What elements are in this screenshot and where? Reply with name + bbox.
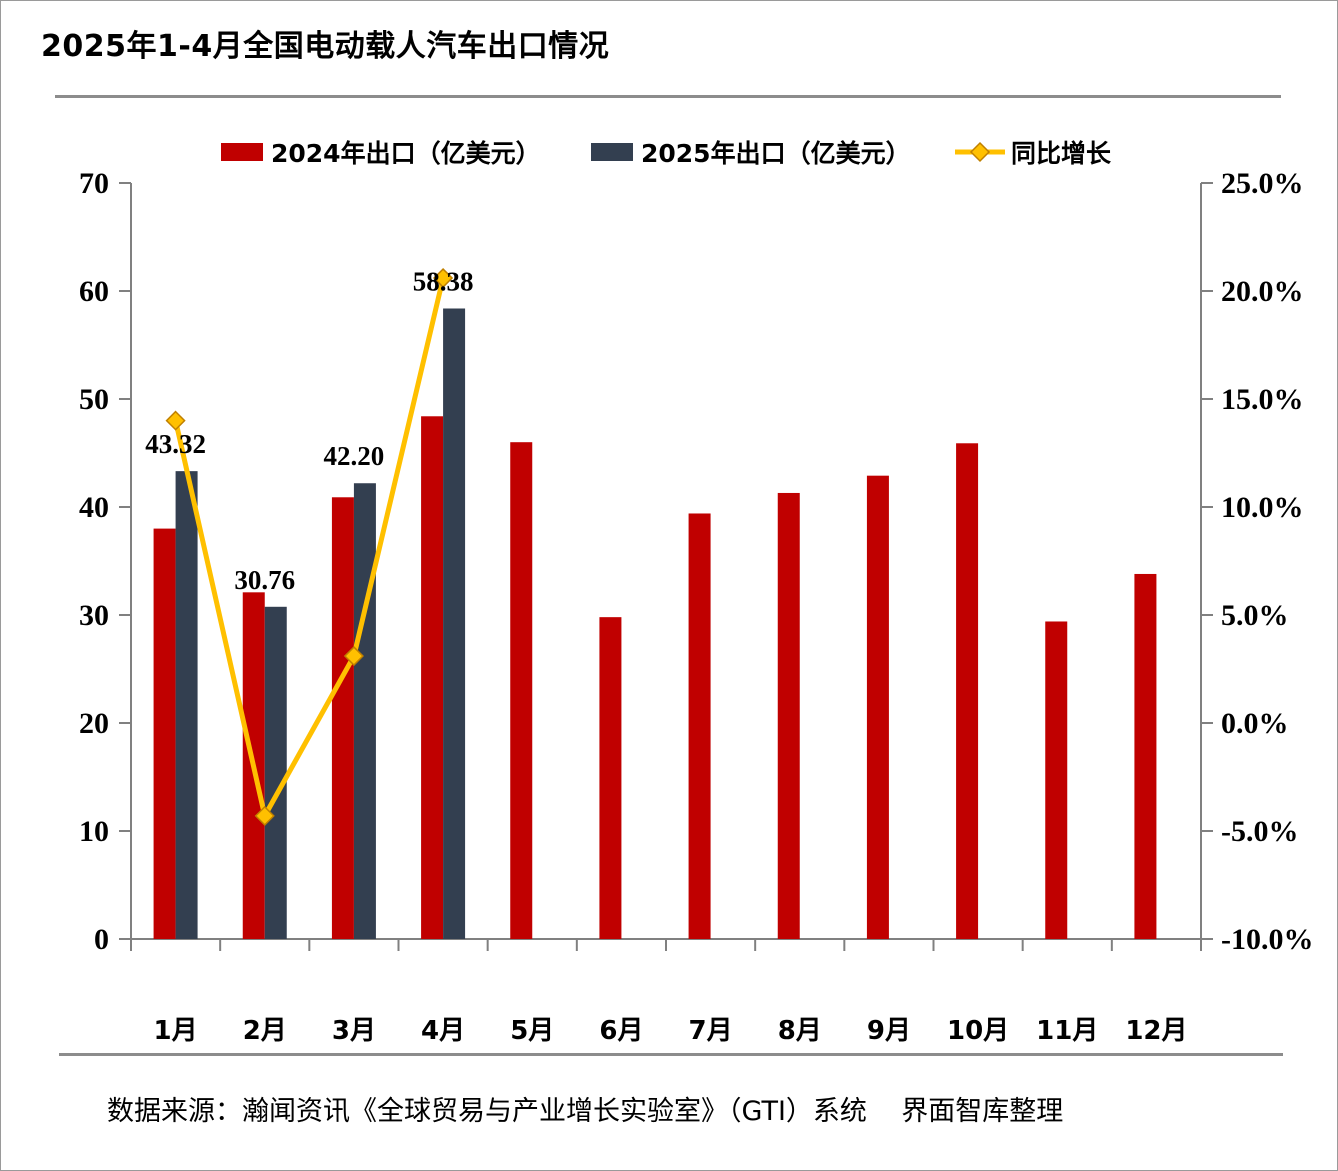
left-tick-label: 60 — [79, 275, 109, 308]
left-tick-label: 20 — [79, 707, 109, 740]
x-tick-label: 9月 — [867, 1016, 911, 1046]
left-tick-label: 30 — [79, 599, 109, 632]
right-tick-label: 20.0% — [1221, 275, 1304, 308]
bar-2024 — [866, 475, 889, 939]
left-tick-label: 10 — [79, 815, 109, 848]
x-tick-label: 2月 — [243, 1016, 287, 1046]
right-tick-label: 10.0% — [1221, 491, 1304, 524]
bar-2025 — [264, 606, 287, 939]
growth-polyline — [173, 277, 446, 819]
growth-marker — [165, 410, 186, 431]
x-tick-label: 3月 — [332, 1016, 376, 1046]
x-tick-label: 12月 — [1125, 1016, 1187, 1046]
left-tick-label: 0 — [94, 923, 109, 956]
bar-2024 — [1134, 573, 1157, 939]
bar-2024 — [688, 513, 711, 939]
bars — [153, 308, 1157, 940]
source-note: 数据来源：瀚闻资讯《全球贸易与产业增长实验室》（GTI）系统 界面智库整理 — [107, 1096, 1064, 1127]
right-tick-label: 15.0% — [1221, 383, 1304, 416]
left-tick-label: 40 — [79, 491, 109, 524]
bar-2024 — [510, 442, 533, 939]
data-label-2025: 43.32 — [145, 429, 206, 459]
bar-2024 — [331, 497, 354, 939]
axes: 0 10 20 30 40 50 60 70 -10.0% -5.0% 0.0% 5.0% 10.0% 1… — [79, 167, 1314, 1046]
growth-line — [165, 267, 454, 826]
x-tick-label: 5月 — [510, 1016, 554, 1046]
right-tick-label: 0.0% — [1221, 707, 1289, 740]
data-label-2025: 58.38 — [413, 266, 474, 296]
right-tick-label: 25.0% — [1221, 167, 1304, 200]
x-tick-label: 8月 — [778, 1016, 822, 1046]
legend-swatch — [591, 143, 633, 161]
growth-marker — [254, 805, 275, 826]
bar-2025 — [175, 471, 198, 939]
growth-marker — [343, 645, 364, 667]
data-label-2025: 42.20 — [324, 441, 385, 471]
x-tick-label: 11月 — [1036, 1016, 1098, 1046]
right-tick-label: 5.0% — [1221, 599, 1289, 632]
chart-title: 2025年1-4月全国电动载人汽车出口情况 — [41, 29, 610, 64]
legend: 2024年出口（亿美元） 2025年出口（亿美元） 同比增长 — [221, 139, 1112, 168]
growth-marker — [433, 267, 454, 289]
legend-swatch — [221, 143, 263, 161]
data-labels: 43.32 30.76 42.20 58.38 — [145, 266, 473, 594]
x-tick-label: 6月 — [599, 1016, 643, 1046]
bar-2024 — [153, 528, 176, 939]
left-tick-label: 70 — [79, 167, 109, 200]
bar-2024 — [956, 443, 979, 939]
chart-svg: 2024年出口（亿美元） 2025年出口（亿美元） 同比增长 0 10 20 30 40 50… — [79, 139, 1314, 1046]
bar-2024 — [421, 416, 444, 939]
legend-marker — [969, 141, 991, 163]
x-tick-label: 10月 — [947, 1016, 1009, 1046]
right-tick-label: -5.0% — [1221, 815, 1299, 848]
top-divider — [55, 95, 1281, 98]
bar-2024 — [1045, 621, 1068, 939]
bar-2025 — [443, 308, 466, 940]
legend-label: 2024年出口（亿美元） — [271, 139, 541, 168]
x-tick-label: 4月 — [421, 1016, 465, 1046]
x-tick-label: 7月 — [689, 1016, 733, 1046]
bottom-divider — [59, 1053, 1283, 1056]
right-tick-label: -10.0% — [1221, 923, 1314, 956]
bar-2025 — [353, 483, 376, 939]
x-tick-label: 1月 — [154, 1016, 198, 1046]
legend-label: 同比增长 — [1011, 139, 1112, 168]
legend-label: 2025年出口（亿美元） — [641, 139, 911, 168]
bar-2024 — [777, 492, 800, 939]
left-tick-label: 50 — [79, 383, 109, 416]
data-label-2025: 30.76 — [234, 565, 295, 595]
bar-2024 — [599, 617, 622, 939]
